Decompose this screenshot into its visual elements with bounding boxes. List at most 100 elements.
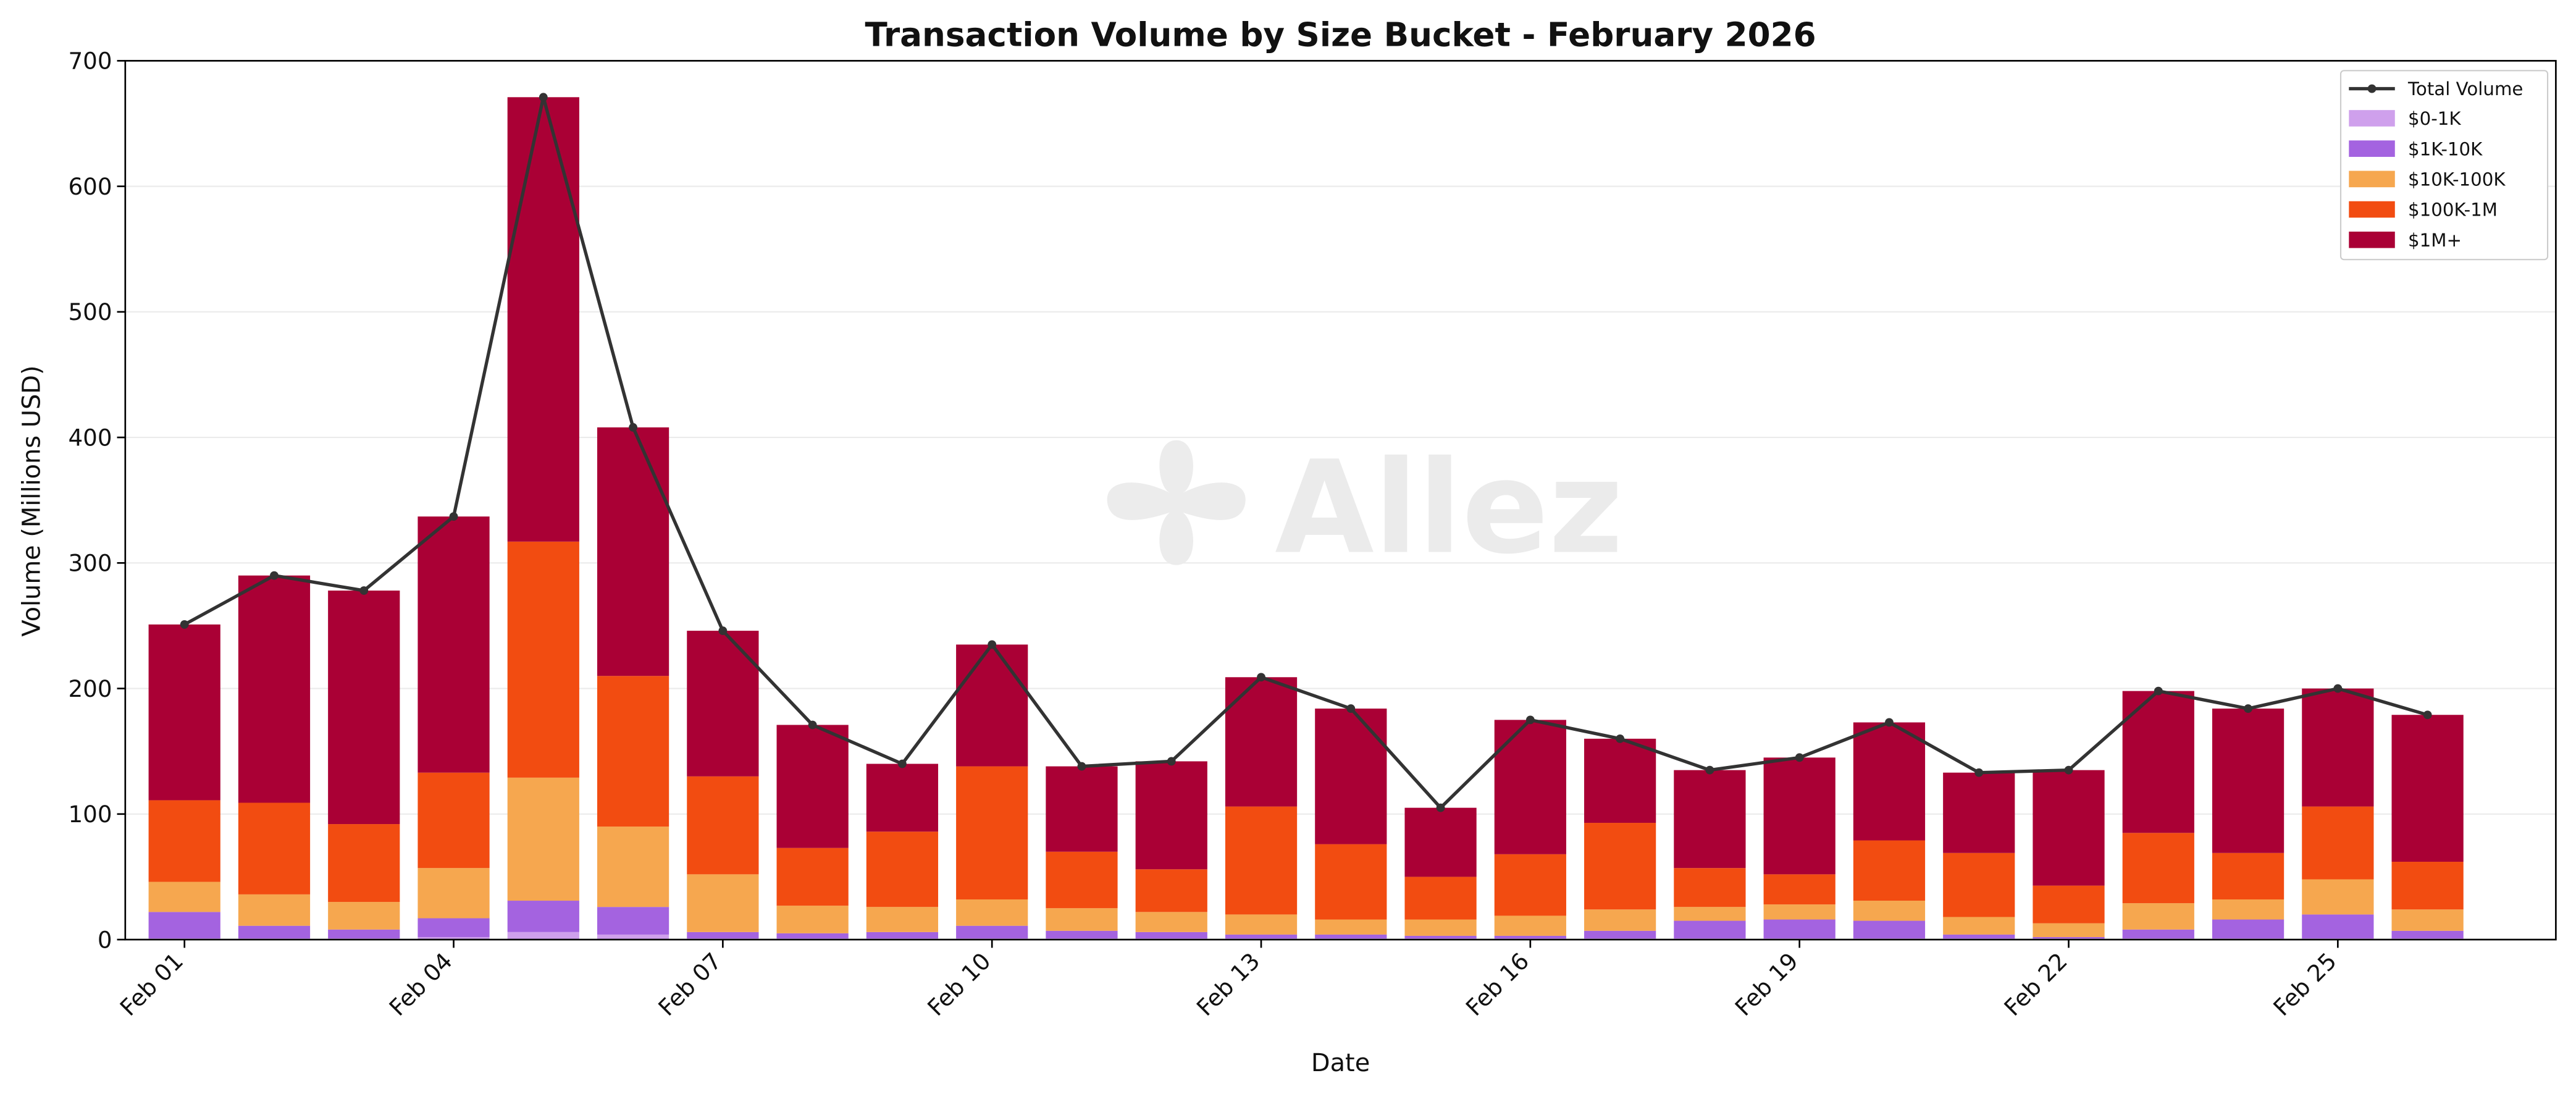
bar-segment--10k-100k bbox=[1315, 919, 1387, 935]
legend-label: Total Volume bbox=[2407, 78, 2523, 99]
bar-segment--1m- bbox=[1494, 720, 1566, 854]
bar-segment--10k-100k bbox=[148, 882, 220, 912]
total-volume-point bbox=[808, 720, 817, 730]
plot-frame bbox=[124, 60, 2557, 941]
total-volume-point bbox=[1257, 673, 1265, 682]
total-volume-point bbox=[359, 586, 369, 595]
bar-segment--10k-100k bbox=[1135, 912, 1207, 932]
total-volume-point bbox=[1616, 734, 1625, 743]
legend-swatch bbox=[2349, 170, 2395, 188]
y-tick-label: 100 bbox=[68, 801, 112, 828]
bar-segment--100k-1m bbox=[1135, 869, 1207, 912]
bar-segment--100k-1m bbox=[2302, 806, 2374, 880]
bar-segment--1k-10k bbox=[1584, 930, 1656, 939]
total-volume-point bbox=[2244, 704, 2252, 713]
x-tick-label: Feb 22 bbox=[1999, 948, 2073, 1022]
total-volume-point bbox=[180, 620, 189, 629]
bar-segment--100k-1m bbox=[687, 776, 759, 875]
bar-segment--1k-10k bbox=[417, 918, 490, 937]
total-volume-point bbox=[1346, 704, 1356, 713]
bar-segment--100k-1m bbox=[238, 802, 311, 894]
total-volume-point bbox=[1795, 753, 1804, 762]
bar-segment--10k-100k bbox=[1494, 915, 1566, 936]
bar-segment--1k-10k bbox=[956, 925, 1028, 939]
bar-segment--1k-10k bbox=[1315, 934, 1387, 939]
y-tick-label: 700 bbox=[68, 48, 112, 75]
bar-segment--1k-10k bbox=[1674, 920, 1746, 939]
bar-segment--1m- bbox=[2122, 691, 2194, 833]
bar-segment--1m- bbox=[1404, 807, 1477, 877]
bar-segment--1k-10k bbox=[776, 933, 849, 939]
y-tick-label: 200 bbox=[68, 675, 112, 702]
total-volume-point bbox=[2333, 684, 2343, 693]
bar-segment--1k-10k bbox=[1225, 934, 1298, 939]
bar-segment--100k-1m bbox=[1763, 874, 1836, 905]
bar-segment--100k-1m bbox=[2122, 833, 2194, 904]
bar-segment--10k-100k bbox=[2391, 909, 2464, 931]
bar-segment--1m- bbox=[1225, 677, 1298, 807]
bar-segment--10k-100k bbox=[597, 827, 669, 907]
bar-segment--1m- bbox=[1315, 709, 1387, 844]
legend-label: $1M+ bbox=[2408, 230, 2462, 251]
bar-segment--10k-100k bbox=[1674, 907, 1746, 921]
bar-segment--1k-10k bbox=[1853, 920, 1926, 939]
bar-segment--10k-100k bbox=[328, 902, 400, 930]
bar-segment--10k-100k bbox=[2212, 899, 2284, 920]
bar-segment--1m- bbox=[2302, 688, 2374, 807]
total-volume-point bbox=[270, 571, 279, 580]
bar-segment--1k-10k bbox=[1135, 932, 1207, 939]
total-volume-point bbox=[449, 512, 458, 521]
bar-segment--1m- bbox=[1763, 757, 1836, 875]
x-tick-label: Feb 07 bbox=[653, 948, 727, 1022]
bar-segment--1m- bbox=[148, 624, 220, 801]
total-volume-point bbox=[1167, 757, 1176, 766]
bar-segment--1k-10k bbox=[2212, 919, 2284, 939]
bar-segment--100k-1m bbox=[1853, 840, 1926, 901]
bar-segment--100k-1m bbox=[417, 772, 490, 869]
total-volume-point bbox=[2154, 686, 2163, 696]
y-tick-label: 300 bbox=[68, 550, 112, 577]
x-tick-label: Feb 01 bbox=[114, 948, 188, 1022]
bar-segment--1m- bbox=[417, 516, 490, 773]
bar-segment--1m- bbox=[776, 725, 849, 848]
bar-segment--1k-10k bbox=[238, 925, 311, 939]
bar-segment--0-1k bbox=[507, 932, 579, 940]
total-volume-point bbox=[629, 423, 637, 432]
bar-segment--1m- bbox=[1943, 772, 2015, 853]
bar-segment--1k-10k bbox=[2302, 914, 2374, 939]
bar-segment--100k-1m bbox=[1404, 877, 1477, 920]
bar-segment--1m- bbox=[866, 764, 939, 832]
bar-segment--100k-1m bbox=[1046, 851, 1118, 909]
legend-swatch bbox=[2349, 110, 2395, 127]
bar-segment--10k-100k bbox=[776, 906, 849, 933]
bar-segment--100k-1m bbox=[1943, 852, 2015, 917]
bar-segment--10k-100k bbox=[1584, 909, 1656, 931]
legend-label: $10K-100K bbox=[2408, 169, 2506, 190]
bar-segment--1k-10k bbox=[1404, 935, 1477, 939]
bar-segment--100k-1m bbox=[2212, 852, 2284, 900]
total-volume-point bbox=[539, 93, 548, 102]
bar-segment--10k-100k bbox=[2122, 903, 2194, 930]
bar-segment--10k-100k bbox=[687, 874, 759, 932]
bar-segment--1k-10k bbox=[1494, 935, 1566, 939]
x-tick-label: Feb 16 bbox=[1461, 948, 1535, 1022]
y-tick-label: 0 bbox=[98, 926, 112, 953]
bar-segment--1m- bbox=[1674, 770, 1746, 869]
bar-segment--1k-10k bbox=[1763, 919, 1836, 939]
bar-segment--10k-100k bbox=[417, 868, 490, 919]
bar-segment--10k-100k bbox=[238, 894, 311, 926]
y-axis: 0 100 200 300 400 500 600 700 bbox=[68, 48, 125, 953]
bar-segment--100k-1m bbox=[328, 824, 400, 903]
bar-segment--100k-1m bbox=[776, 848, 849, 906]
bar-segment--10k-100k bbox=[1943, 917, 2015, 935]
legend-swatch bbox=[2349, 140, 2395, 157]
sparkle-logo-icon bbox=[1107, 440, 1246, 565]
bar-segment--100k-1m bbox=[2391, 862, 2464, 910]
bar-segment--1k-10k bbox=[2391, 930, 2464, 939]
watermark-text: Allez bbox=[1275, 432, 1623, 582]
bar-segment--1m- bbox=[956, 644, 1028, 767]
bar-segment--100k-1m bbox=[1315, 844, 1387, 920]
total-volume-line bbox=[180, 93, 2432, 812]
bar-segment--10k-100k bbox=[2302, 879, 2374, 915]
